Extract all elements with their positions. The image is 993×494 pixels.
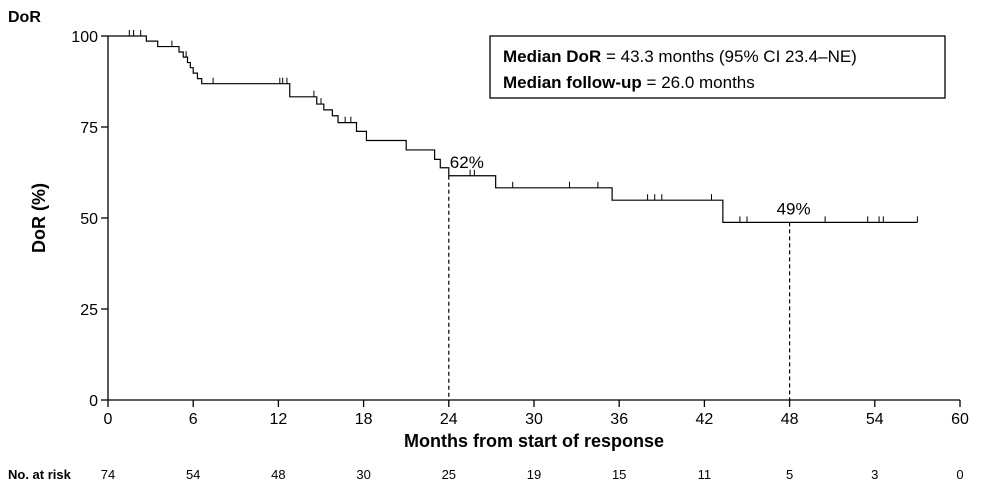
legend-box: Median DoR = 43.3 months (95% CI 23.4–NE… [489, 35, 946, 99]
x-tick-label: 54 [866, 411, 884, 428]
x-tick-label: 48 [781, 411, 799, 428]
at-risk-count: 15 [612, 467, 626, 482]
x-tick-label: 0 [104, 411, 113, 428]
legend-median-dor-value: = 43.3 months (95% CI 23.4–NE) [601, 47, 857, 66]
legend-median-dor-label: Median DoR [503, 47, 601, 66]
y-tick-label: 100 [71, 29, 98, 46]
x-tick-label: 6 [189, 411, 198, 428]
y-tick-label: 25 [80, 302, 98, 319]
x-tick-label: 30 [525, 411, 543, 428]
annotation-label: 62% [450, 153, 484, 172]
annotation-label: 49% [777, 199, 811, 218]
x-tick-label: 12 [270, 411, 288, 428]
y-tick-label: 50 [80, 211, 98, 228]
legend-median-dor: Median DoR = 43.3 months (95% CI 23.4–NE… [503, 47, 857, 66]
x-tick-label: 42 [696, 411, 714, 428]
at-risk-count: 3 [871, 467, 878, 482]
at-risk-count: 19 [527, 467, 541, 482]
at-risk-count: 25 [442, 467, 456, 482]
at-risk-title: No. at risk [8, 467, 72, 482]
at-risk-count: 30 [356, 467, 370, 482]
corner-title: DoR [8, 9, 41, 26]
at-risk-count: 0 [956, 467, 963, 482]
y-tick-label: 0 [89, 393, 98, 410]
legend-border [489, 35, 946, 99]
at-risk-count: 11 [698, 467, 712, 482]
x-tick-label: 60 [951, 411, 969, 428]
y-axis-title: DoR (%) [29, 183, 49, 253]
at-risk-count: 54 [186, 467, 200, 482]
at-risk-count: 48 [271, 467, 285, 482]
at-risk-count: 74 [101, 467, 115, 482]
x-axis-title: Months from start of response [404, 431, 664, 451]
at-risk-count: 5 [786, 467, 793, 482]
legend-median-followup-label: Median follow-up [503, 73, 642, 92]
x-tick-label: 18 [355, 411, 373, 428]
legend-median-followup-value: = 26.0 months [642, 73, 755, 92]
y-tick-label: 75 [80, 120, 98, 137]
x-tick-label: 36 [610, 411, 628, 428]
legend-median-followup: Median follow-up = 26.0 months [503, 73, 755, 92]
km-curve [108, 35, 918, 223]
x-tick-label: 24 [440, 411, 458, 428]
